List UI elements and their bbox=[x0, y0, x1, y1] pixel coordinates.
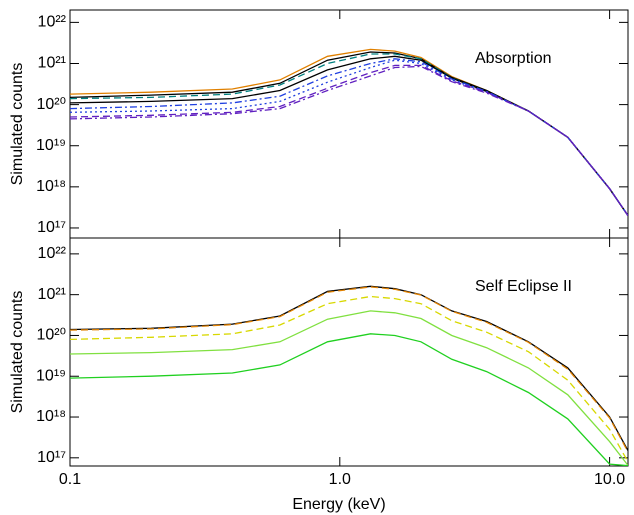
series-line bbox=[70, 58, 628, 216]
series-line bbox=[70, 53, 628, 216]
series-line bbox=[70, 65, 628, 216]
plot-frame bbox=[69, 9, 629, 239]
annotation: Self Eclipse II bbox=[475, 278, 572, 295]
y-axis-label: Simulated counts bbox=[9, 63, 26, 186]
series-group bbox=[70, 48, 628, 216]
y-tick-label: 10²² bbox=[38, 14, 67, 31]
plot-frame bbox=[69, 237, 629, 467]
x-tick-label: 10.0 bbox=[594, 471, 625, 488]
series-line bbox=[70, 333, 628, 466]
series-line bbox=[70, 64, 628, 216]
y-tick-label: 10¹⁹ bbox=[36, 367, 66, 384]
y-tick-label: 10¹⁷ bbox=[37, 219, 66, 236]
y-axis-label: Simulated counts bbox=[9, 291, 26, 414]
x-tick-label: 1.0 bbox=[329, 471, 351, 488]
y-tick-label: 10¹⁸ bbox=[36, 408, 66, 425]
y-tick-label: 10²⁰ bbox=[36, 327, 66, 344]
series-line bbox=[70, 48, 628, 216]
series-line bbox=[70, 285, 628, 451]
series-line bbox=[70, 310, 628, 466]
y-tick-label: 10¹⁷ bbox=[37, 449, 66, 466]
series-line bbox=[70, 59, 628, 216]
series-line bbox=[70, 286, 628, 453]
x-tick-label: 0.1 bbox=[59, 471, 81, 488]
y-tick-label: 10²¹ bbox=[38, 286, 66, 303]
y-tick-label: 10¹⁸ bbox=[36, 178, 66, 195]
y-tick-label: 10²¹ bbox=[38, 55, 66, 72]
y-tick-label: 10¹⁹ bbox=[36, 137, 66, 154]
y-tick-label: 10²⁰ bbox=[36, 96, 66, 113]
x-axis-label: Energy (keV) bbox=[292, 496, 385, 513]
series-line bbox=[70, 295, 628, 463]
series-group bbox=[70, 285, 628, 466]
y-tick-label: 10²² bbox=[38, 245, 67, 262]
series-line bbox=[70, 55, 628, 216]
series-line bbox=[70, 51, 628, 216]
annotation: Absorption bbox=[475, 50, 552, 67]
